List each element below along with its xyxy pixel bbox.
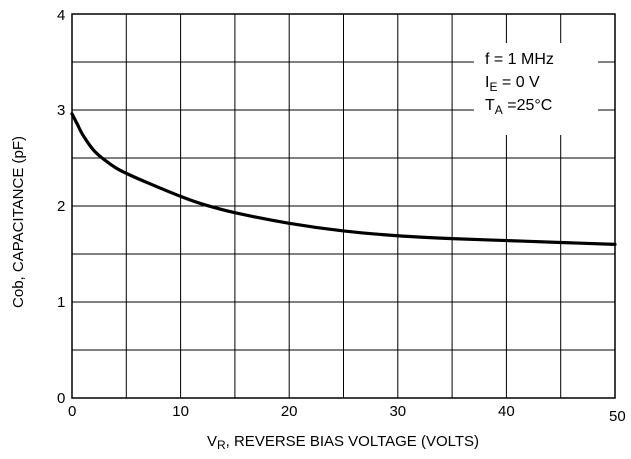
- condition-frequency: f = 1 MHz: [485, 51, 554, 68]
- condition-ambient-temperature: TA =25°C: [485, 97, 552, 117]
- x-tick-label: 30: [389, 403, 406, 420]
- y-tick-label: 4: [57, 7, 65, 24]
- x-tick-label: 20: [281, 403, 298, 420]
- y-tick-label: 1: [57, 294, 65, 311]
- condition-emitter-current: IE = 0 V: [485, 74, 540, 94]
- grid: [72, 14, 615, 398]
- conditions-legend: f = 1 MHz IE = 0 V TA =25°C: [474, 43, 598, 135]
- y-axis-title: Cob, CAPACITANCE (pF): [10, 136, 27, 308]
- y-tick-labels: 0 1 2 3 4: [57, 7, 65, 407]
- y-tick-label: 2: [57, 198, 65, 215]
- x-tick-label: 10: [172, 403, 189, 420]
- x-axis-title: VR, REVERSE BIAS VOLTAGE (VOLTS): [207, 433, 479, 452]
- legend-background: [474, 43, 598, 135]
- plot-frame: [71, 13, 616, 399]
- x-tick-labels: 0 10 20 30 40 50: [68, 403, 626, 425]
- x-tick-label: 40: [498, 403, 515, 420]
- x-tick-label: 50: [609, 408, 626, 425]
- y-tick-label: 3: [57, 102, 65, 119]
- x-tick-label: 0: [68, 403, 76, 420]
- series-line: [70, 112, 617, 246]
- y-tick-label: 0: [57, 390, 65, 407]
- curve-layer: [70, 112, 617, 246]
